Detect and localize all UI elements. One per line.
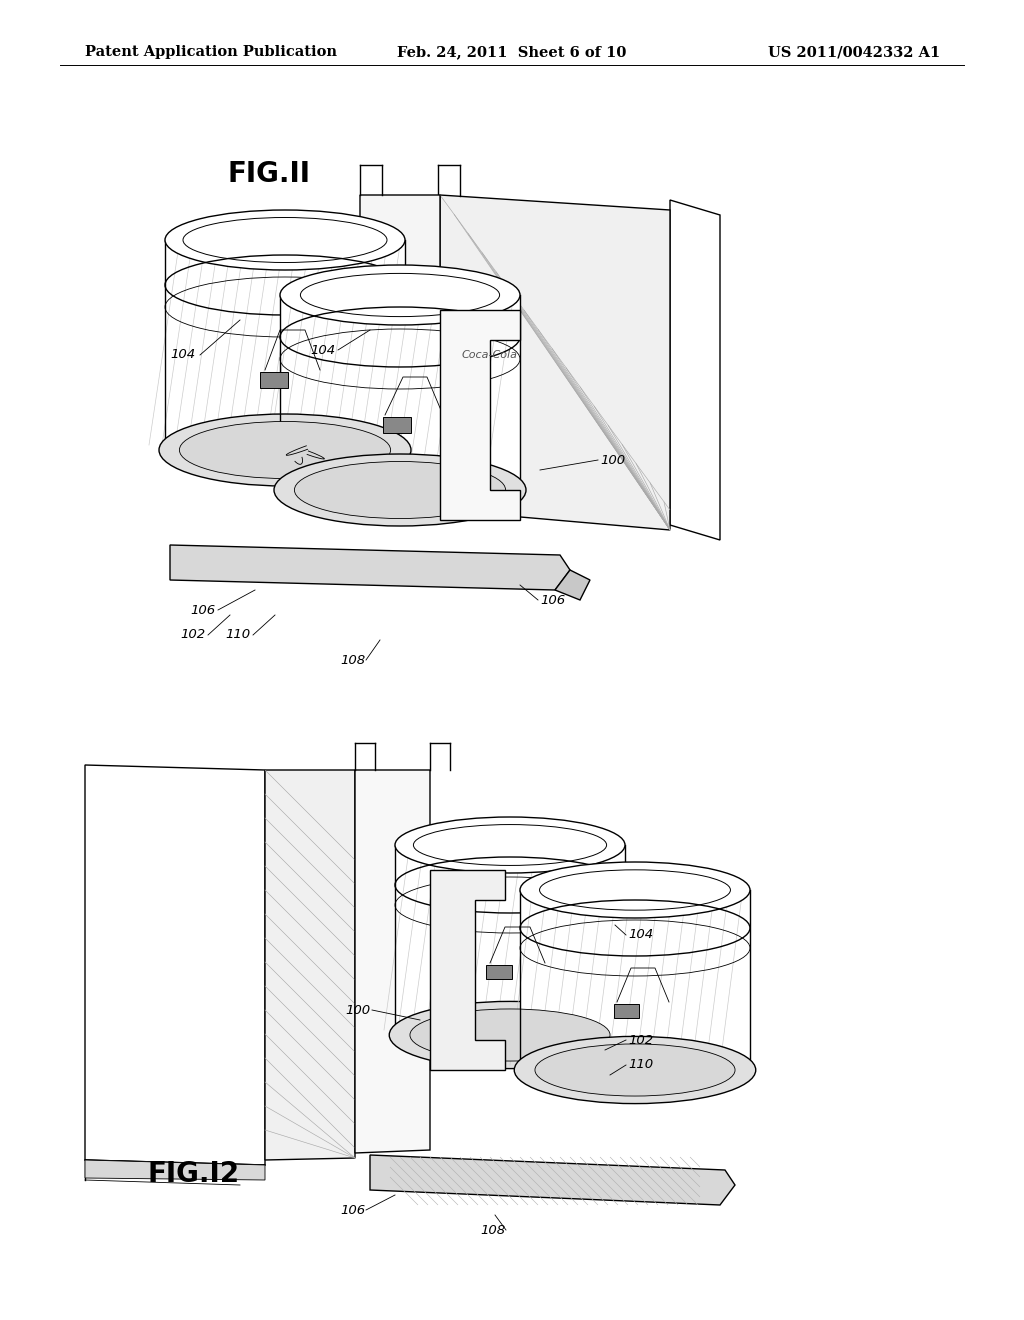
Bar xyxy=(614,1005,639,1018)
Ellipse shape xyxy=(410,1008,610,1061)
Text: Patent Application Publication: Patent Application Publication xyxy=(85,45,337,59)
Text: 110: 110 xyxy=(225,628,250,642)
Polygon shape xyxy=(265,770,355,1160)
Polygon shape xyxy=(85,766,265,1166)
Polygon shape xyxy=(85,1160,265,1180)
Bar xyxy=(165,240,406,450)
Text: US 2011/0042332 A1: US 2011/0042332 A1 xyxy=(768,45,940,59)
Text: 104: 104 xyxy=(170,348,196,362)
Text: FIG.II: FIG.II xyxy=(228,160,311,187)
Bar xyxy=(395,845,625,1035)
Ellipse shape xyxy=(165,210,406,271)
Text: 102: 102 xyxy=(180,628,205,642)
Text: 108: 108 xyxy=(340,653,366,667)
Ellipse shape xyxy=(280,265,520,325)
Ellipse shape xyxy=(535,1044,735,1096)
Polygon shape xyxy=(430,870,505,1071)
Text: 102: 102 xyxy=(628,1034,653,1047)
Text: FIG.I2: FIG.I2 xyxy=(148,1160,240,1188)
Ellipse shape xyxy=(179,421,390,479)
Text: 106: 106 xyxy=(340,1204,366,1217)
Bar xyxy=(486,965,512,979)
Polygon shape xyxy=(370,1155,735,1205)
Text: 104: 104 xyxy=(628,928,653,941)
Text: 100: 100 xyxy=(600,454,625,466)
Polygon shape xyxy=(440,310,520,520)
Polygon shape xyxy=(555,570,590,601)
Ellipse shape xyxy=(514,1036,756,1104)
Ellipse shape xyxy=(159,414,411,486)
Ellipse shape xyxy=(395,817,625,873)
Text: 106: 106 xyxy=(190,603,215,616)
Text: 106: 106 xyxy=(540,594,565,606)
Text: 108: 108 xyxy=(480,1224,505,1237)
Polygon shape xyxy=(440,195,670,531)
Text: 104: 104 xyxy=(310,343,335,356)
Polygon shape xyxy=(355,770,430,1152)
Text: Feb. 24, 2011  Sheet 6 of 10: Feb. 24, 2011 Sheet 6 of 10 xyxy=(397,45,627,59)
Polygon shape xyxy=(170,545,570,590)
Bar xyxy=(520,890,750,1071)
Text: 100: 100 xyxy=(345,1003,370,1016)
Bar xyxy=(280,294,520,490)
Bar xyxy=(383,417,411,433)
Text: Coca-Cola: Coca-Cola xyxy=(462,350,518,360)
Polygon shape xyxy=(670,201,720,540)
Text: 110: 110 xyxy=(628,1059,653,1072)
Ellipse shape xyxy=(274,454,526,525)
Polygon shape xyxy=(360,195,440,510)
Ellipse shape xyxy=(520,862,750,917)
Ellipse shape xyxy=(295,462,506,519)
Ellipse shape xyxy=(389,1002,631,1069)
Bar xyxy=(260,372,288,388)
